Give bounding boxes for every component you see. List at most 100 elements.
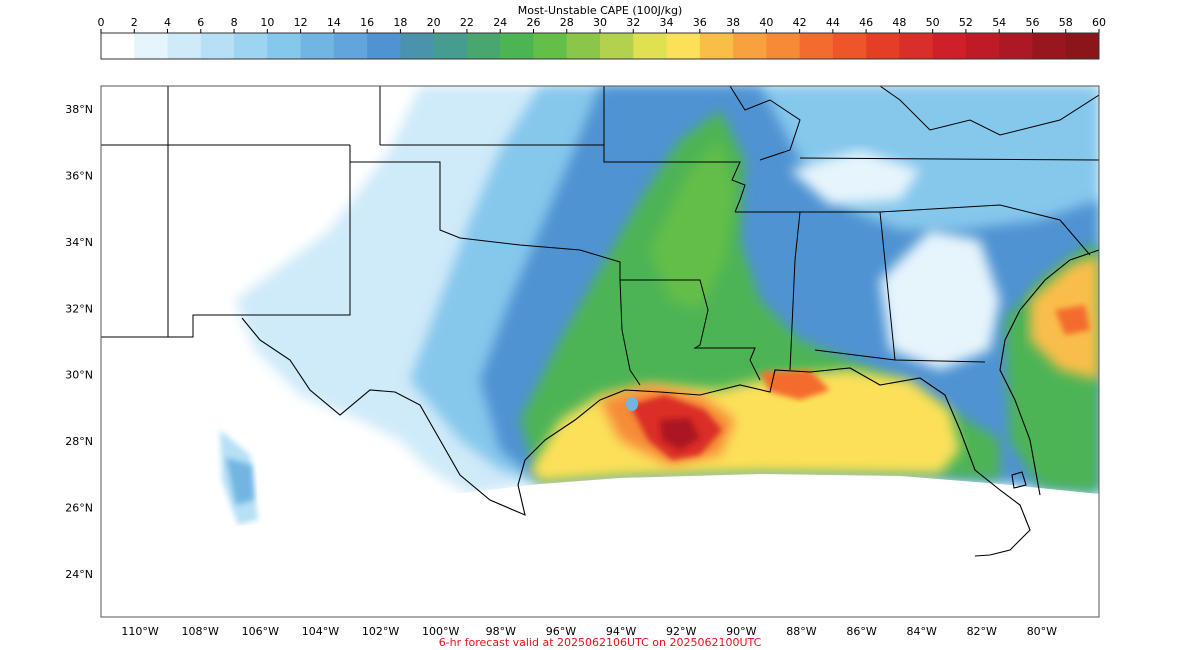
boundary-river-north [729, 86, 801, 161]
longitude-label: 108°W [182, 625, 219, 638]
colorbar-swatch [367, 33, 401, 59]
boundary-nm-tx [101, 145, 351, 338]
colorbar-tick-label: 32 [626, 16, 640, 29]
colorbar-swatch [566, 33, 601, 59]
colorbar-swatch [333, 33, 368, 59]
boundary-ky-oh [879, 86, 1099, 136]
colorbar-tick-label: 34 [660, 16, 674, 29]
colorbar-swatch [433, 33, 468, 59]
colorbar-swatch [400, 33, 435, 59]
colorbar-tick-label: 4 [164, 16, 171, 29]
longitude-label: 104°W [302, 625, 339, 638]
cape-field [101, 86, 1099, 617]
longitude-label: 90°W [726, 625, 756, 638]
longitude-label: 100°W [422, 625, 459, 638]
cape-region-orange-atlantic [1055, 305, 1090, 335]
colorbar-swatch [999, 33, 1033, 59]
colorbar-swatch [965, 33, 1000, 59]
colorbar-tick-label: 16 [360, 16, 374, 29]
colorbar-tick-label: 50 [926, 16, 940, 29]
map-frame [100, 85, 1100, 618]
domain-outside [101, 474, 1099, 617]
colorbar-swatch [134, 33, 169, 59]
colorbar-swatch [699, 33, 734, 59]
boundary-fl-ga [814, 349, 986, 363]
colorbar-tick-label: 54 [992, 16, 1006, 29]
colorbar-tick-label: 6 [197, 16, 204, 29]
map-panel [100, 85, 1100, 618]
cape-region-west-core [226, 458, 254, 505]
colorbar-swatch [866, 33, 900, 59]
cape-gap-tennessee [790, 150, 920, 205]
colorbar-tick-label: 36 [693, 16, 707, 29]
forecast-caption: 6-hr forecast valid at 2025062106UTC on … [438, 636, 762, 649]
longitude-label: 94°W [606, 625, 636, 638]
colorbar-tick-label: 42 [793, 16, 807, 29]
colorbar-tick-label: 46 [859, 16, 873, 29]
colorbar-swatch [766, 33, 801, 59]
colorbar-swatch [101, 33, 135, 59]
longitude-label: 84°W [906, 625, 936, 638]
colorbar-swatch [1065, 33, 1100, 59]
latitude-label: 36°N [65, 170, 93, 183]
colorbar-tick-label: 44 [826, 16, 840, 29]
colorbar-swatch [666, 33, 701, 59]
colorbar-swatch [466, 33, 501, 59]
colorbar-swatch [832, 33, 867, 59]
colorbar-swatch [267, 33, 302, 59]
longitude-label: 80°W [1027, 625, 1057, 638]
colorbar-tick-label: 26 [526, 16, 540, 29]
longitude-label: 102°W [362, 625, 399, 638]
colorbar-swatch [932, 33, 967, 59]
colorbar-title: Most-Unstable CAPE (100J/kg) [517, 4, 683, 17]
coastline [241, 249, 1100, 557]
longitude-label: 88°W [786, 625, 816, 638]
latitude-label: 38°N [65, 103, 93, 116]
longitude-label: 98°W [486, 625, 516, 638]
latitude-label: 28°N [65, 435, 93, 448]
colorbar-swatch [799, 33, 834, 59]
colorbar-swatch [300, 33, 335, 59]
colorbar-tick-label: 60 [1092, 16, 1106, 29]
colorbar-tick-label: 40 [759, 16, 773, 29]
cape-region-orange-east [760, 370, 830, 400]
colorbar [100, 32, 1100, 60]
colorbar-tick-label: 2 [131, 16, 138, 29]
boundary-mo-ar [603, 86, 746, 213]
latitude-label: 32°N [65, 302, 93, 315]
longitude-label: 110°W [121, 625, 158, 638]
colorbar-tick-label: 28 [560, 16, 574, 29]
cape-region-green-north [650, 140, 735, 310]
cape-low-spot [626, 397, 638, 411]
colorbar-swatch [167, 33, 202, 59]
latitude-label: 34°N [65, 236, 93, 249]
colorbar-tick-label: 58 [1059, 16, 1073, 29]
colorbar-swatch [633, 33, 668, 59]
latitude-label: 24°N [65, 568, 93, 581]
longitude-label: 86°W [846, 625, 876, 638]
state-boundaries [101, 86, 1099, 386]
colorbar-tick-label: 18 [393, 16, 407, 29]
colorbar-tick-label: 38 [726, 16, 740, 29]
colorbar-tick-label: 56 [1025, 16, 1039, 29]
colorbar-swatch [1032, 33, 1067, 59]
colorbar-ticks: 0 2 4 6 8 10 12 14 16 18 20 22 24 26 28 30 32 34 36 38 40 42 4… [98, 16, 1106, 33]
colorbar-tick-label: 12 [294, 16, 308, 29]
colorbar-tick-label: 10 [260, 16, 274, 29]
colorbar-tick-label: 24 [493, 16, 507, 29]
longitude-label: 106°W [242, 625, 279, 638]
boundary-tn-ky [799, 157, 1099, 161]
latitude-label: 26°N [65, 501, 93, 514]
colorbar-swatch [200, 33, 235, 59]
colorbar-tick-label: 22 [460, 16, 474, 29]
colorbar-swatch [600, 33, 634, 59]
boundary-ar-la [620, 279, 761, 381]
longitude-label: 92°W [666, 625, 696, 638]
longitude-labels: 110°W 108°W 106°W 104°W 102°W 100°W 98°W 96°W 94… [121, 625, 1057, 638]
colorbar-tick-label: 30 [593, 16, 607, 29]
colorbar-tick-label: 52 [959, 16, 973, 29]
colorbar-swatch [733, 33, 767, 59]
colorbar-swatch [899, 33, 934, 59]
boundary-ms-al [735, 211, 801, 371]
